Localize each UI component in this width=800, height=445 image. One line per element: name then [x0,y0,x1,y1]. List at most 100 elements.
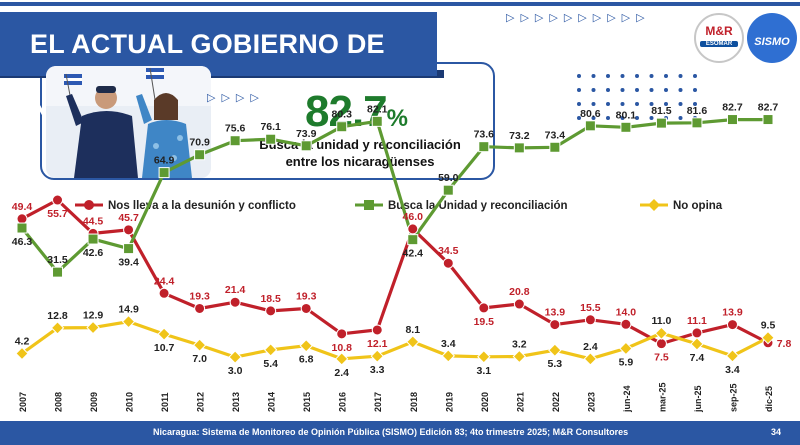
data-label-2-8: 6.8 [299,354,314,366]
data-label-0-0: 49.4 [12,201,33,213]
data-point-0-4 [158,287,170,299]
legend-marker-1 [364,200,374,210]
data-label-2-3: 14.9 [118,304,139,316]
data-label-2-6: 3.0 [228,365,243,377]
data-label-0-5: 19.3 [189,290,210,302]
data-point-1-5 [194,149,206,161]
chart-series-lines [20,117,769,361]
data-label-1-14: 73.2 [509,130,530,142]
legend-marker-0 [84,200,94,210]
data-label-1-8: 73.9 [296,128,317,140]
data-label-2-20: 3.4 [725,364,740,376]
mr-logo: M&R ESOMAR [694,13,744,63]
data-point-0-15 [549,319,561,331]
data-point-1-0 [16,222,28,234]
x-tick-label-21: dic-25 [764,386,774,412]
data-label-2-9: 2.4 [334,367,349,379]
data-label-0-6: 21.4 [225,284,246,296]
data-point-1-19 [691,117,703,129]
data-point-0-7 [265,305,277,317]
data-label-1-6: 75.6 [225,123,246,135]
data-label-1-2: 42.6 [83,247,104,259]
data-point-0-18 [655,338,667,350]
data-point-1-12 [442,184,454,196]
data-label-2-15: 5.3 [548,358,563,370]
highlight-unit: % [386,105,408,132]
data-label-1-18: 81.5 [651,105,672,117]
data-point-1-15 [549,141,561,153]
data-point-0-0 [16,213,28,225]
data-label-1-20: 82.7 [722,102,743,114]
data-point-2-19 [690,337,704,351]
data-label-0-4: 24.4 [154,275,175,287]
data-point-2-11 [406,335,420,349]
data-label-1-0: 46.3 [12,236,33,248]
x-tick-label-8: 2015 [302,392,312,412]
data-label-1-10: 82.1 [367,103,388,115]
data-label-2-4: 10.7 [154,342,175,354]
data-point-2-7 [263,343,278,357]
data-label-1-11: 42.4 [403,248,424,260]
data-point-2-1 [50,321,65,335]
data-point-1-3 [123,243,135,255]
data-point-1-11 [407,234,419,246]
data-label-1-5: 70.9 [189,137,210,149]
x-tick-label-9: 2016 [338,392,348,412]
x-tick-label-20: sep-25 [728,383,738,412]
data-label-1-12: 59.0 [438,172,459,184]
data-point-1-16 [584,120,596,132]
data-label-1-21: 82.7 [758,102,779,114]
data-point-2-20 [725,349,740,363]
data-point-1-1 [52,266,64,278]
data-label-0-17: 14.0 [616,306,637,318]
data-point-2-15 [548,343,562,357]
x-tick-label-15: 2022 [551,392,561,412]
data-label-0-13: 19.5 [474,316,495,328]
data-label-1-3: 39.4 [118,257,139,269]
data-label-0-8: 19.3 [296,290,317,302]
data-point-2-18 [654,326,669,340]
x-tick-label-19: jun-25 [693,385,703,413]
data-point-2-17 [619,341,633,356]
data-label-1-19: 81.6 [687,105,708,117]
x-tick-label-12: 2019 [444,392,454,412]
data-point-0-1 [52,194,64,206]
data-point-2-3 [121,314,136,329]
data-label-2-19: 7.4 [690,352,705,364]
data-point-0-16 [584,314,596,326]
chart-x-axis: 2007 2008 2009 2010 2011 2012 2013 2014 2015 2016… [18,382,774,413]
series-line-0 [21,198,769,346]
arrows-decoration-left: ▷▷▷▷ [207,92,265,104]
data-label-0-2: 44.5 [83,215,104,227]
x-tick-label-13: 2020 [480,392,490,412]
data-label-0-12: 34.5 [438,245,459,257]
data-label-1-7: 76.1 [260,121,281,133]
data-label-1-1: 31.5 [47,254,68,266]
data-point-2-9 [335,352,349,366]
highlight-value: 82.7% [305,87,408,136]
data-point-0-3 [123,224,135,236]
data-label-2-14: 3.2 [512,338,527,350]
data-label-0-9: 10.8 [331,342,352,354]
data-point-2-2 [86,320,100,335]
data-label-2-7: 5.4 [263,358,278,370]
data-point-1-18 [655,117,667,129]
data-label-2-12: 3.4 [441,338,456,350]
data-point-1-10 [371,115,383,127]
data-point-2-14 [512,349,527,364]
data-label-0-18: 7.5 [654,352,669,364]
data-point-2-12 [441,349,455,363]
page-number: 34 [771,427,782,437]
data-point-1-21 [762,114,774,126]
data-point-2-5 [192,338,207,352]
data-point-0-8 [300,302,312,314]
data-label-2-18: 11.0 [651,315,671,327]
esomar-logo-text: ESOMAR [700,41,738,47]
data-label-0-16: 15.5 [580,302,601,314]
x-tick-label-1: 2008 [54,392,64,412]
data-label-0-11: 46.0 [403,211,424,223]
x-tick-label-14: 2021 [515,392,525,412]
mr-logo-text: M&R [705,24,733,38]
data-label-2-0: 4.2 [15,335,30,347]
x-tick-label-5: 2012 [196,392,206,412]
